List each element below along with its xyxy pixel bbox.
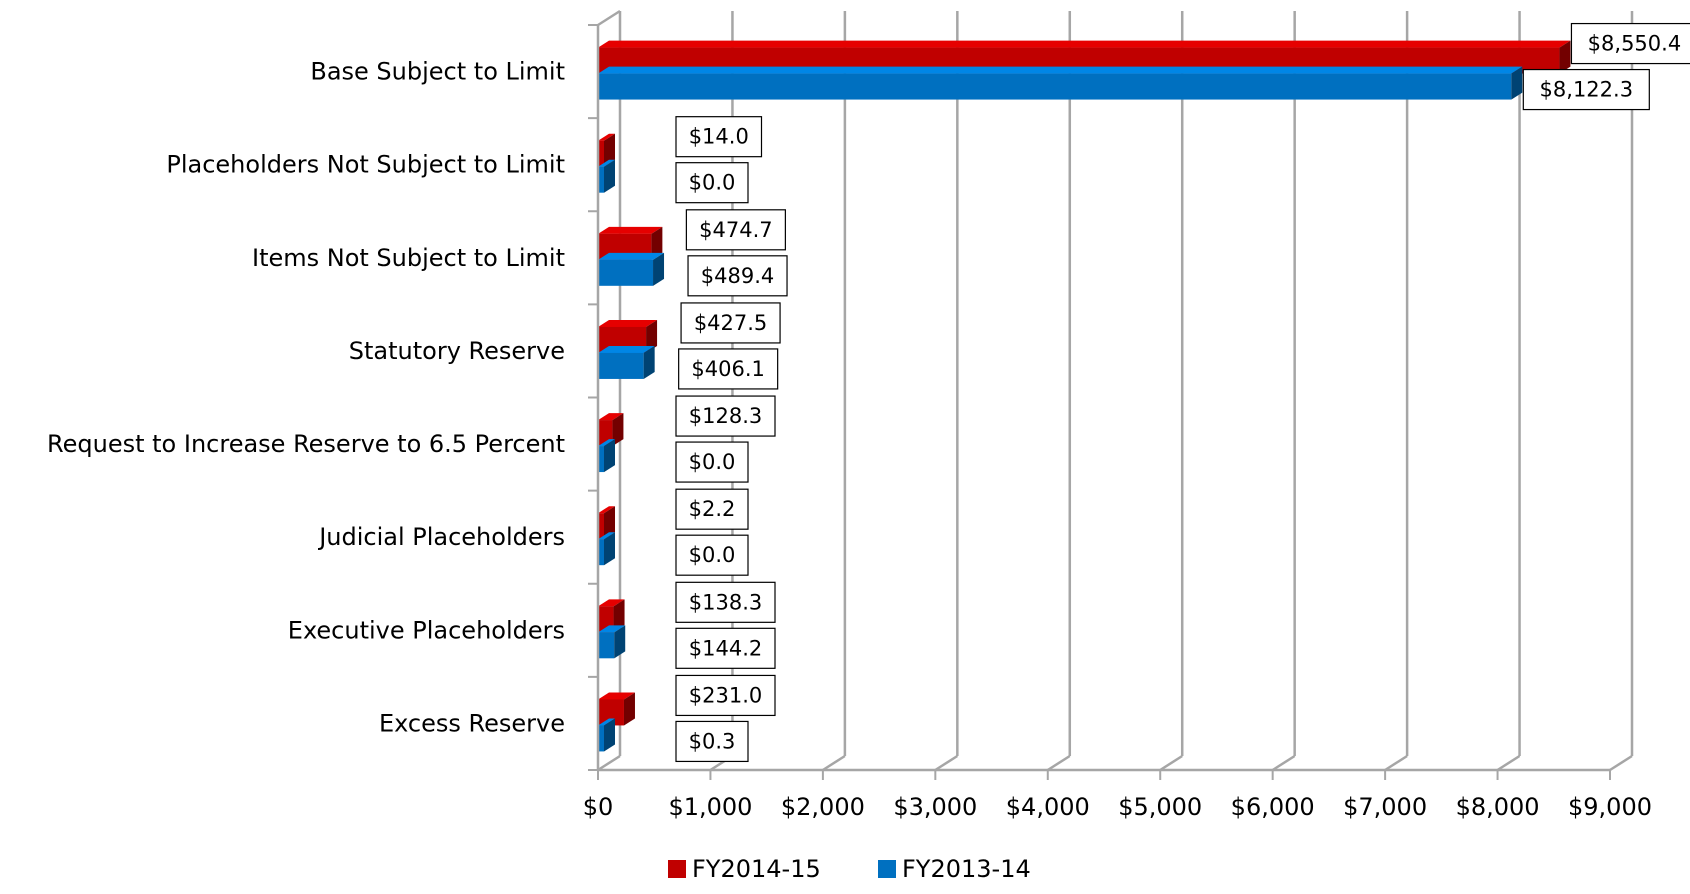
- bar-fy2013-14: [598, 252, 665, 286]
- gridline: [1496, 11, 1521, 772]
- svg-text:$406.1: $406.1: [691, 357, 764, 381]
- data-label: $0.0: [675, 162, 749, 204]
- gridline: [1384, 11, 1409, 772]
- category-label: Statutory Reserve: [349, 337, 565, 365]
- category-label: Placeholders Not Subject to Limit: [166, 151, 565, 179]
- bar-fy2013-14: [598, 718, 615, 752]
- data-label: $2.2: [675, 488, 749, 530]
- category-label: Items Not Subject to Limit: [252, 244, 565, 272]
- legend-item: FY2014-15: [668, 855, 821, 883]
- svg-text:$0.0: $0.0: [689, 543, 736, 567]
- data-label: $231.0: [675, 674, 776, 717]
- bar-fy2014-15: [598, 506, 615, 540]
- data-label: $406.1: [678, 348, 779, 390]
- gridline: [1271, 11, 1296, 772]
- bar-fy2014-15: [598, 133, 615, 167]
- x-tick-label: $4,000: [1006, 793, 1090, 821]
- svg-text:$0.0: $0.0: [689, 450, 736, 474]
- data-label: $0.0: [675, 441, 749, 483]
- svg-text:$489.4: $489.4: [701, 264, 774, 288]
- legend-label: FY2013-14: [902, 855, 1031, 883]
- x-tick-label: $8,000: [1456, 793, 1540, 821]
- gridline: [1047, 11, 1072, 772]
- bar-fy2013-14: [598, 345, 655, 379]
- category-label: Judicial Placeholders: [317, 523, 565, 551]
- svg-text:$8,550.4: $8,550.4: [1588, 32, 1682, 56]
- data-label: $128.3: [675, 395, 776, 437]
- x-tick-label: $3,000: [893, 793, 977, 821]
- gridline: [822, 11, 847, 772]
- category-label: Base Subject to Limit: [310, 58, 565, 86]
- svg-text:$231.0: $231.0: [689, 683, 762, 707]
- bar-fy2013-14: [598, 625, 626, 659]
- x-tick-label: $1,000: [668, 793, 752, 821]
- gridline: [1609, 11, 1634, 772]
- x-tick-label: $7,000: [1343, 793, 1427, 821]
- x-tick-label: $6,000: [1231, 793, 1315, 821]
- svg-text:$2.2: $2.2: [689, 497, 736, 521]
- legend-swatch: [878, 860, 896, 878]
- category-label: Executive Placeholders: [288, 616, 565, 644]
- bar-fy2013-14: [598, 532, 615, 566]
- svg-text:$474.7: $474.7: [699, 218, 772, 242]
- data-label: $14.0: [675, 116, 763, 158]
- bar-fy2013-14: [598, 66, 1523, 100]
- data-label: $489.4: [687, 255, 788, 297]
- svg-text:$144.2: $144.2: [689, 636, 762, 660]
- data-label: $0.0: [675, 534, 749, 576]
- data-label: $8,550.4: [1570, 22, 1690, 65]
- x-tick-label: $0: [583, 793, 614, 821]
- svg-text:$0.0: $0.0: [689, 171, 736, 195]
- svg-text:$128.3: $128.3: [689, 404, 762, 428]
- gridline: [934, 11, 959, 772]
- category-label: Excess Reserve: [379, 709, 565, 737]
- svg-text:$14.0: $14.0: [689, 125, 749, 149]
- legend-swatch: [668, 860, 686, 878]
- data-label: $138.3: [675, 581, 776, 623]
- bar-fy2013-14: [598, 159, 615, 193]
- side-wall-edge: [597, 9, 621, 27]
- bar-fy2014-15: [598, 413, 624, 447]
- data-label: $0.3: [675, 720, 749, 763]
- legend-item: FY2013-14: [878, 855, 1031, 883]
- x-tick-label: $2,000: [781, 793, 865, 821]
- data-label: $474.7: [685, 209, 786, 251]
- svg-text:$427.5: $427.5: [694, 311, 767, 335]
- data-label: $8,122.3: [1522, 68, 1650, 111]
- x-tick-label: $9,000: [1568, 793, 1652, 821]
- data-label: $144.2: [675, 627, 776, 669]
- gridline: [1159, 11, 1184, 772]
- bar-fy2013-14: [598, 439, 615, 473]
- svg-text:$138.3: $138.3: [689, 590, 762, 614]
- svg-text:$0.3: $0.3: [689, 729, 736, 753]
- svg-text:$8,122.3: $8,122.3: [1540, 78, 1634, 102]
- bar-fy2014-15: [598, 692, 635, 726]
- x-tick-label: $5,000: [1118, 793, 1202, 821]
- data-label: $427.5: [680, 302, 781, 344]
- category-label: Request to Increase Reserve to 6.5 Perce…: [47, 430, 565, 458]
- legend-label: FY2014-15: [692, 855, 821, 883]
